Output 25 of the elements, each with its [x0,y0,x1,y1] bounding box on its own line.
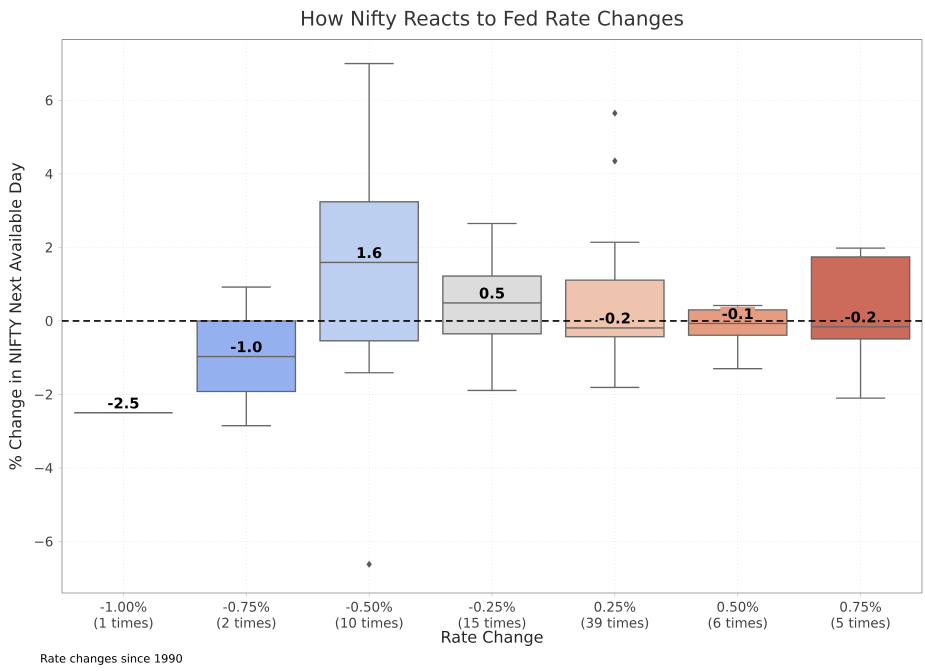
annotation: -0.2 [845,311,876,323]
y-tick-label: 2 [46,242,52,252]
y-axis-title: % Change in NIFTY Next Available Day [9,162,24,470]
text: Rate changes since 1990 [41,654,182,665]
annotation: 0.5 [480,288,504,299]
x-tick-label: -0.75% (2 times) [217,602,276,630]
y-tick-label: −2 [35,389,52,400]
y-tick-label: 4 [45,169,53,179]
x-tick-label: -0.25% (15 times) [458,602,526,630]
x-tick-label: -1.00% (1 times) [94,602,152,630]
x-axis-title: Rate Change [442,630,543,646]
annotation: 1.6 [358,247,382,258]
annotation: -0.2 [600,312,630,324]
y-tick-label: 6 [46,95,52,106]
annotation: -1.0 [231,341,262,352]
chart-title: How Nifty Reacts to Fed Rate Changes [302,10,683,30]
x-tick-label: -0.50% (10 times) [336,602,402,630]
annotation: -0.1 [722,308,753,320]
y-tick-label: 0 [46,316,52,326]
x-tick-label: 0.50% (6 times) [708,602,767,630]
annotation: -2.5 [108,397,138,409]
x-tick-label: 0.75% (5 times) [832,602,890,630]
x-tick-label: 0.25% (39 times) [582,602,648,630]
y-tick-label: −6 [35,536,52,547]
y-tick-label: −4 [35,463,53,473]
